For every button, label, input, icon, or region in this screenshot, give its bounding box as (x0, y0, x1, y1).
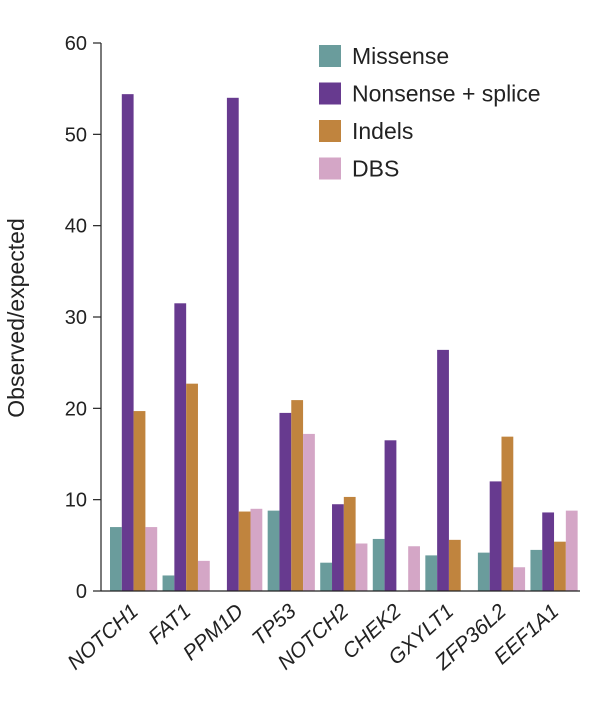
bar-indels-ppm1d (239, 512, 251, 591)
bar-group-eef1a1 (530, 511, 577, 591)
y-tick-label: 30 (65, 307, 87, 329)
bar-dbs-zfp36l2 (513, 567, 525, 591)
bar-missense-chek2 (373, 539, 385, 591)
bar-nonsense-splice-tp53 (279, 413, 291, 591)
y-tick-label: 50 (65, 124, 87, 146)
bar-group-notch2 (320, 497, 367, 591)
y-tick-label: 0 (76, 581, 87, 603)
bar-chart: Observed/expected 0 10 20 30 40 50 60 NOTCH1 FA… (0, 0, 605, 707)
bar-missense-zfp36l2 (478, 553, 490, 591)
y-axis-label: Observed/expected (3, 218, 29, 417)
legend-swatch (319, 83, 341, 105)
bar-group-notch1 (110, 94, 157, 591)
x-tick-label: NOTCH1 (63, 600, 143, 675)
bar-group-chek2 (373, 440, 420, 591)
legend-item: Nonsense + splice (319, 81, 541, 107)
bar-dbs-notch2 (356, 544, 368, 591)
bar-missense-eef1a1 (530, 550, 542, 591)
y-axis: 0 10 20 30 40 50 60 (65, 33, 101, 603)
bar-indels-eef1a1 (554, 542, 566, 591)
bar-dbs-notch1 (145, 527, 157, 591)
bar-dbs-ppm1d (251, 509, 263, 591)
bar-dbs-eef1a1 (566, 511, 578, 591)
x-tick-label: PPM1D (179, 600, 248, 666)
y-tick-label: 20 (65, 398, 87, 420)
bar-indels-gxylt1 (449, 540, 461, 591)
bar-missense-tp53 (268, 511, 280, 591)
bar-group-ppm1d (227, 98, 262, 591)
bar-missense-notch2 (320, 563, 332, 591)
legend-item: Missense (319, 43, 449, 69)
bar-missense-gxylt1 (425, 555, 437, 591)
legend-label: Missense (352, 43, 449, 69)
bar-group-tp53 (268, 400, 315, 591)
bar-dbs-fat1 (198, 561, 210, 591)
bar-group-zfp36l2 (478, 437, 525, 591)
legend-swatch (319, 120, 341, 142)
y-tick-label: 60 (65, 33, 87, 55)
bar-nonsense-splice-gxylt1 (437, 350, 449, 591)
y-tick-label: 10 (65, 490, 87, 512)
bar-missense-fat1 (163, 575, 175, 591)
legend-label: Indels (352, 118, 413, 144)
bar-nonsense-splice-notch2 (332, 504, 344, 591)
legend-item: DBS (319, 156, 399, 182)
bar-group-gxylt1 (425, 350, 460, 591)
legend: Missense Nonsense + splice Indels DBS (319, 43, 541, 182)
bar-nonsense-splice-ppm1d (227, 98, 239, 591)
bar-nonsense-splice-zfp36l2 (490, 481, 502, 591)
bar-indels-fat1 (186, 384, 198, 591)
bar-nonsense-splice-fat1 (174, 303, 186, 591)
y-tick-label: 40 (65, 216, 87, 238)
bar-indels-tp53 (291, 400, 303, 591)
bar-nonsense-splice-eef1a1 (542, 512, 554, 591)
legend-swatch (319, 45, 341, 67)
bar-dbs-chek2 (408, 546, 420, 591)
bar-group-fat1 (163, 303, 210, 591)
legend-swatch (319, 158, 341, 180)
legend-label: DBS (352, 156, 399, 182)
bar-nonsense-splice-notch1 (122, 94, 134, 591)
bar-dbs-tp53 (303, 434, 315, 591)
bar-indels-notch1 (134, 411, 146, 591)
legend-item: Indels (319, 118, 413, 144)
bars (110, 94, 578, 591)
bar-missense-notch1 (110, 527, 122, 591)
bar-indels-notch2 (344, 497, 356, 591)
bar-indels-zfp36l2 (501, 437, 513, 591)
legend-label: Nonsense + splice (352, 81, 541, 107)
bar-nonsense-splice-chek2 (385, 440, 397, 591)
